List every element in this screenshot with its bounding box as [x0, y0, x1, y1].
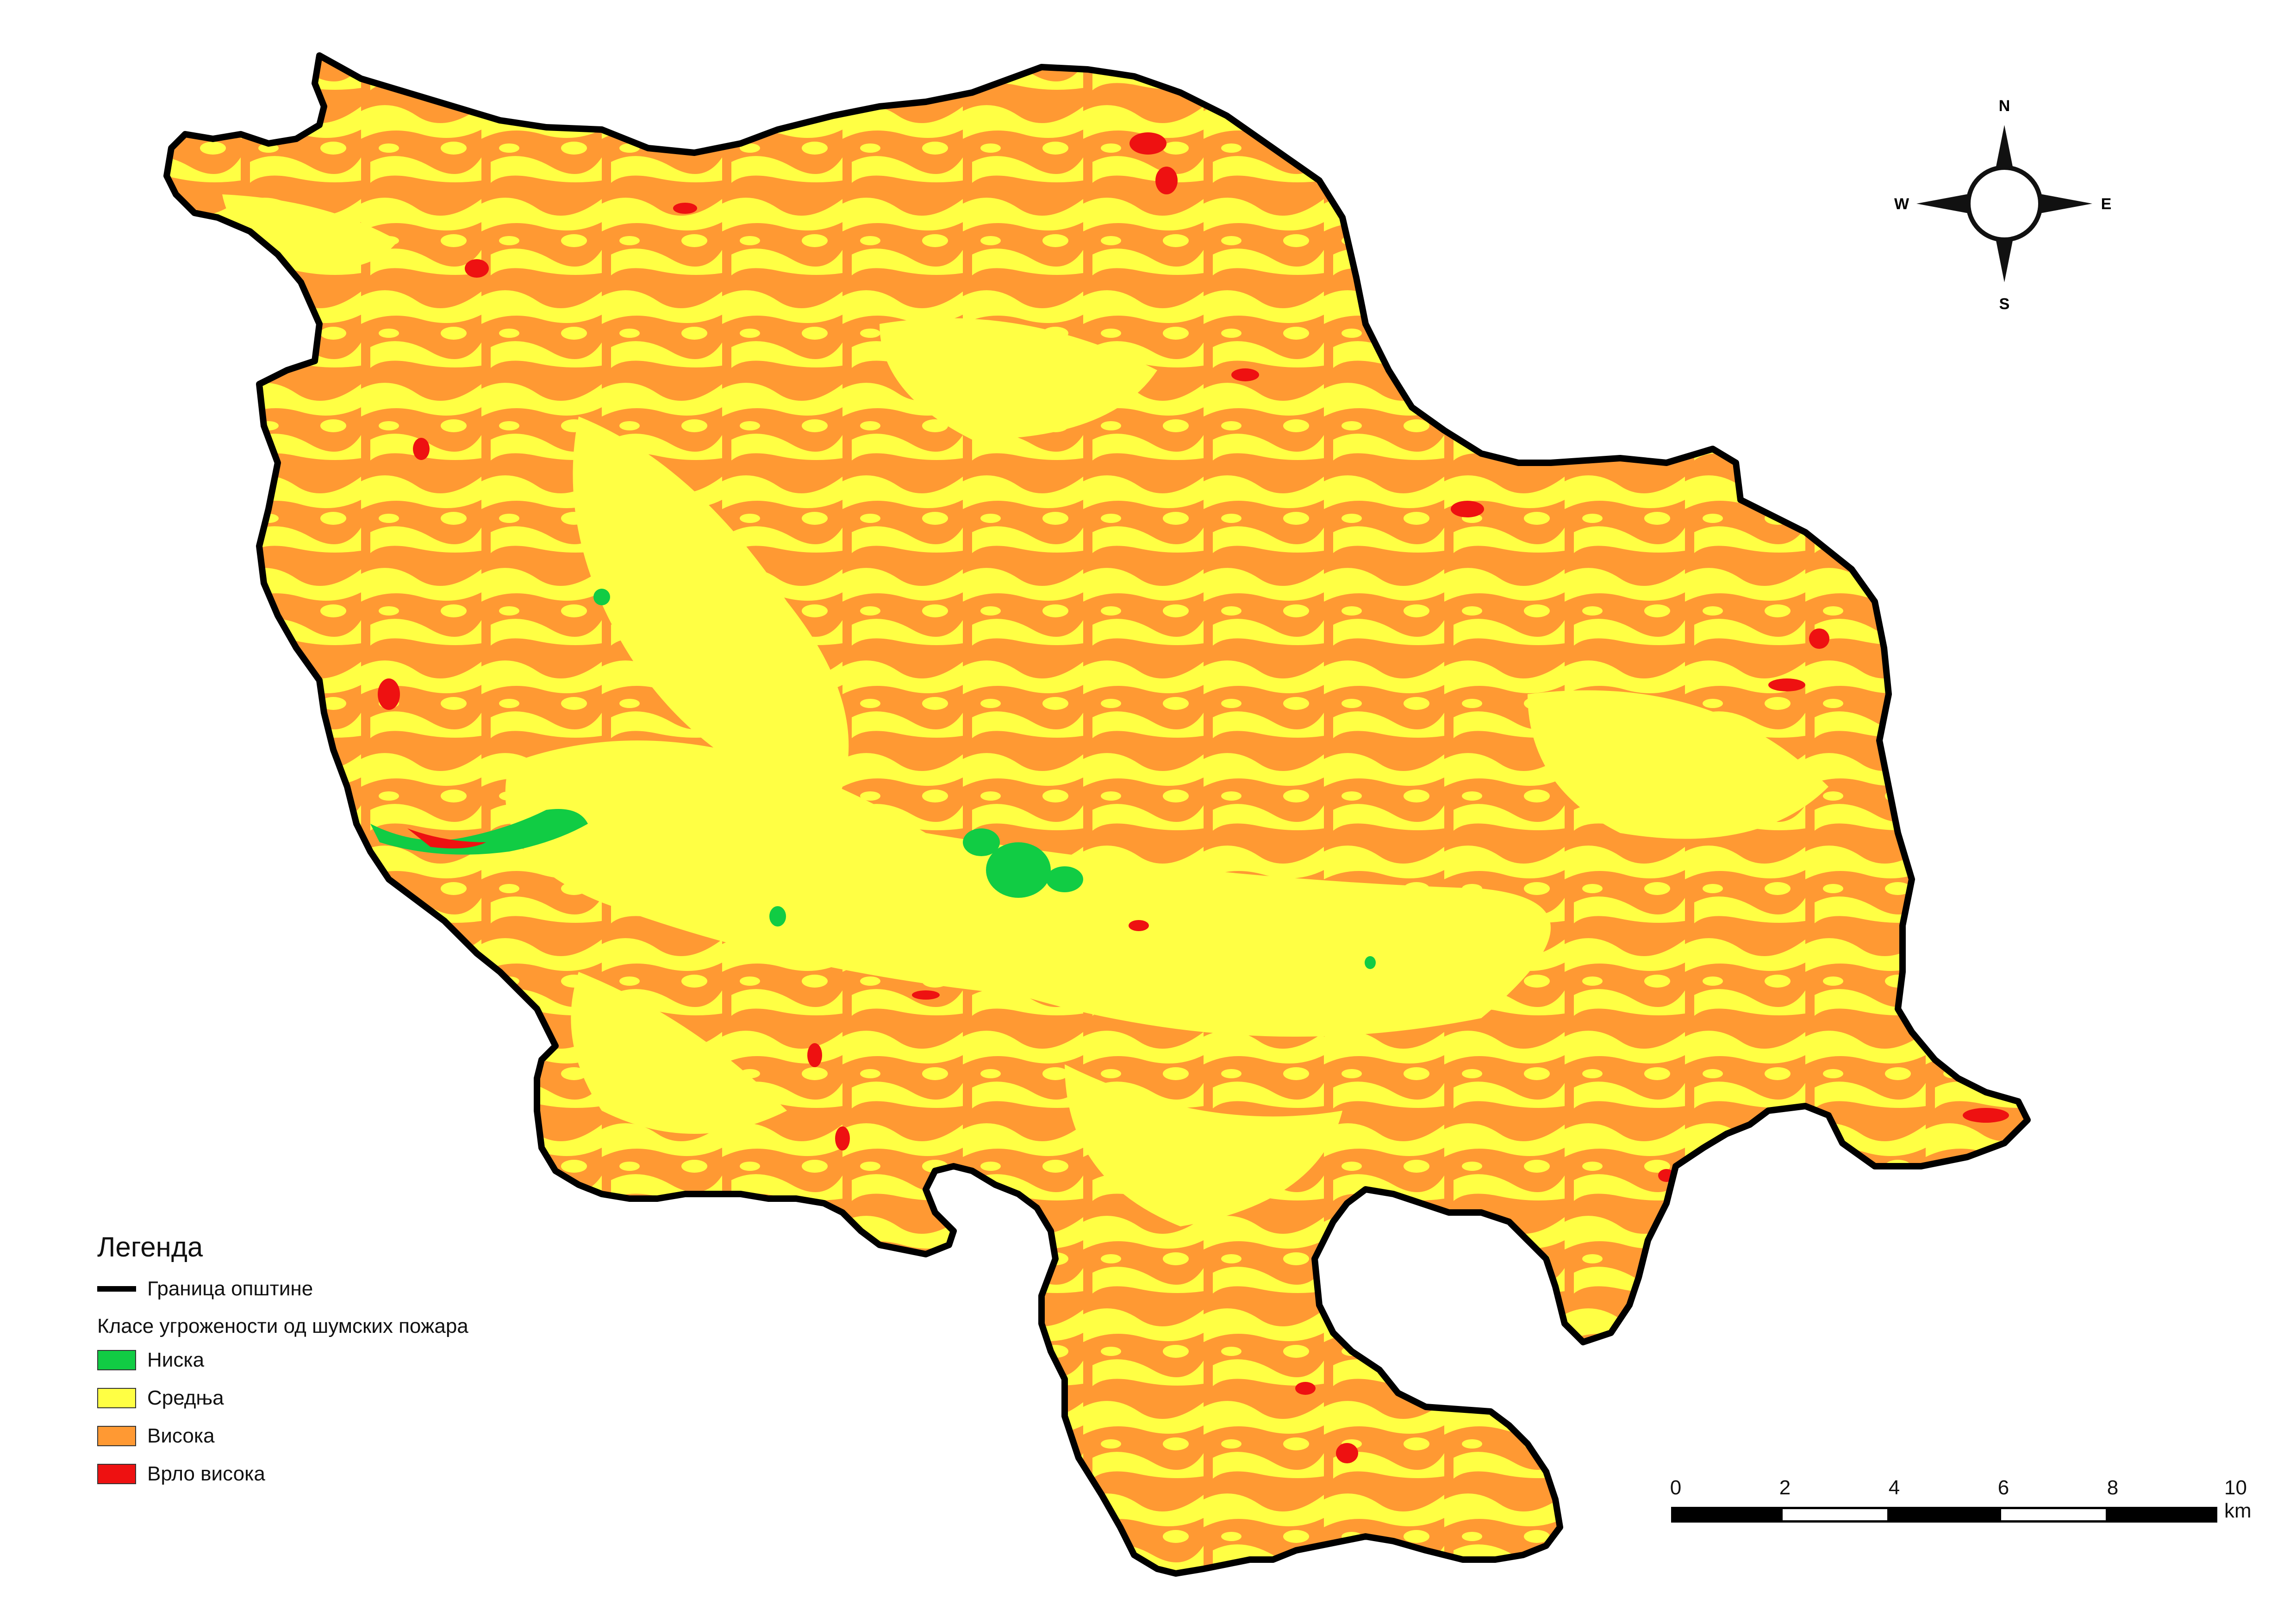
very-high-7 — [1451, 501, 1484, 517]
legend-class-row: Средња — [97, 1386, 468, 1410]
very-high-13 — [807, 1043, 822, 1067]
low-patch-5 — [593, 589, 610, 605]
scale-bar: 0 2 4 6 8 10 km — [1670, 1476, 2273, 1523]
compass-w-label: W — [1894, 195, 1909, 213]
compass-ring — [1966, 165, 2043, 242]
compass-s-label: S — [1999, 295, 2010, 313]
compass-n-label: N — [1999, 97, 2010, 115]
legend-class-title: Класе угрожености од шумских пожара — [97, 1315, 468, 1337]
scale-label-4: 4 — [1888, 1476, 1900, 1499]
very-high-14 — [835, 1126, 850, 1150]
medium-zone-east — [1528, 690, 1828, 839]
legend-class-label-very-high: Врло висока — [147, 1462, 265, 1485]
north-arrow: N S E W — [1894, 97, 2112, 313]
scale-labels: 0 2 4 6 8 10 km — [1670, 1476, 2273, 1522]
scale-label-2: 2 — [1779, 1476, 1791, 1499]
low-patch-3 — [1046, 866, 1083, 892]
very-high-3 — [465, 259, 489, 278]
very-high-2 — [1155, 167, 1178, 194]
swatch-high — [97, 1426, 136, 1446]
low-patch-2 — [963, 828, 1000, 856]
swatch-medium — [97, 1388, 136, 1408]
very-high-6 — [1231, 368, 1259, 381]
low-patch-6 — [1365, 956, 1376, 969]
legend-class-row: Висока — [97, 1424, 468, 1448]
legend-boundary-row: Граница општине — [97, 1277, 468, 1301]
scale-label-6: 6 — [1997, 1476, 2009, 1499]
very-high-18 — [413, 438, 430, 460]
legend-title: Легенда — [97, 1231, 203, 1262]
swatch-low — [97, 1350, 136, 1370]
very-high-4 — [673, 203, 697, 214]
very-high-9 — [1768, 678, 1805, 691]
scale-segments — [1671, 1507, 2273, 1523]
compass-e-label: E — [2101, 195, 2112, 213]
scale-segment — [1999, 1507, 2108, 1523]
very-high-16 — [912, 990, 940, 1000]
legend-class-row: Ниска — [97, 1348, 468, 1372]
medium-zone-north — [573, 417, 849, 810]
medium-zone-ridge — [880, 318, 1157, 440]
medium-zone-south — [1065, 1064, 1342, 1226]
very-high-10 — [1963, 1108, 2009, 1123]
scale-segment — [1890, 1507, 1999, 1523]
medium-zone-southwest — [571, 972, 787, 1134]
legend-class-label-low: Ниска — [147, 1349, 205, 1371]
very-high-8 — [1809, 628, 1829, 649]
boundary-line-swatch — [97, 1286, 136, 1292]
scale-label-8: 8 — [2107, 1476, 2119, 1499]
legend-class-row: Врло висока — [97, 1462, 468, 1486]
very-high-5 — [378, 678, 400, 710]
very-high-17 — [1129, 920, 1149, 931]
scale-segment — [1671, 1507, 1780, 1523]
low-zone-river — [370, 809, 588, 855]
very-high-11 — [1336, 1443, 1358, 1463]
scale-segment — [1780, 1507, 1890, 1523]
compass-east-point — [2028, 192, 2092, 216]
scale-label-0: 0 — [1670, 1476, 1682, 1499]
very-high-1 — [1129, 132, 1167, 155]
very-high-12 — [1295, 1382, 1316, 1395]
swatch-very-high — [97, 1464, 136, 1484]
map-legend: Легенда Граница општине Класе угроженост… — [97, 1231, 468, 1500]
low-patch-4 — [769, 906, 786, 927]
scale-label-10: 10 km — [2224, 1476, 2252, 1522]
low-patch-1 — [986, 842, 1051, 898]
scale-segment — [2108, 1507, 2217, 1523]
legend-boundary-label: Граница општине — [147, 1277, 313, 1300]
legend-class-label-high: Висока — [147, 1424, 215, 1447]
compass-west-point — [1916, 192, 1981, 216]
very-high-river — [407, 828, 486, 849]
legend-class-label-medium: Средња — [147, 1387, 224, 1409]
